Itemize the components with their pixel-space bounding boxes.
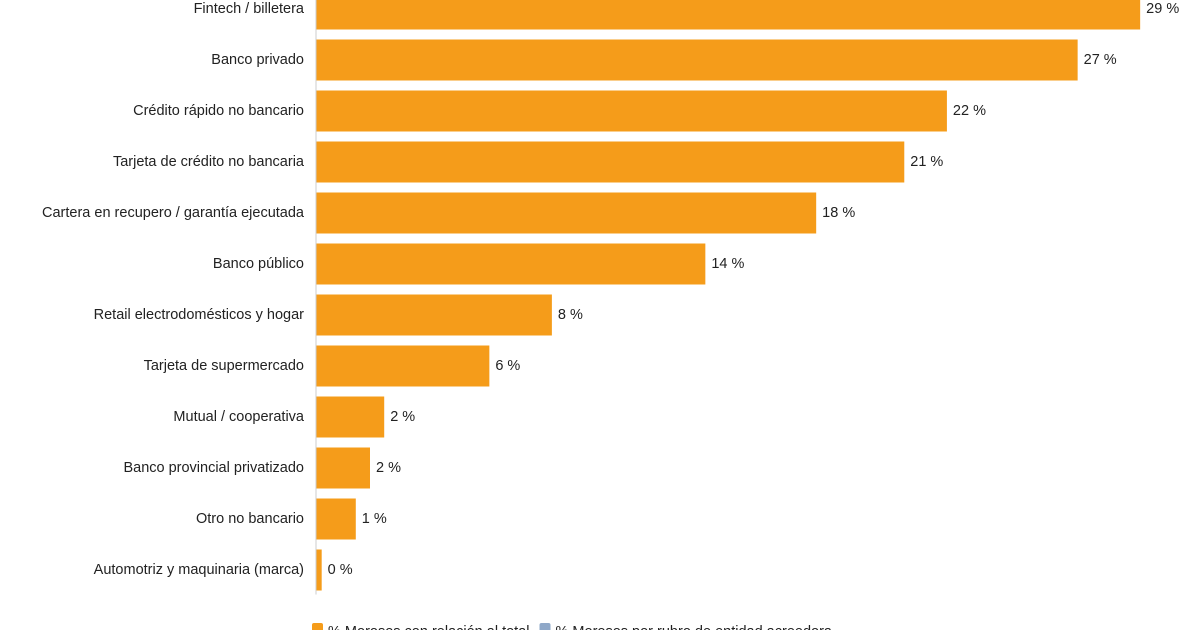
bar (316, 549, 322, 591)
bar (316, 90, 947, 132)
bar (316, 243, 706, 285)
legend-label: % Morosos por rubro de entidad acreedora (556, 624, 833, 630)
data-label: 27 % (1084, 52, 1117, 68)
y-tick-label: Banco público (213, 256, 304, 272)
data-label: 2 % (390, 409, 415, 425)
bar (316, 396, 385, 438)
data-label: 8 % (558, 307, 583, 323)
y-tick-label: Mutual / cooperativa (173, 409, 305, 425)
data-label: 2 % (376, 460, 401, 476)
data-label: 22 % (953, 103, 986, 119)
data-label: 18 % (822, 205, 855, 221)
bar (316, 294, 552, 336)
y-tick-label: Cartera en recupero / garantía ejecutada (42, 205, 305, 221)
bar (316, 141, 905, 183)
y-tick-label: Banco provincial privatizado (123, 460, 304, 476)
data-label: 14 % (711, 256, 744, 272)
legend-swatch (312, 623, 323, 630)
bar (316, 0, 1141, 30)
bar (316, 39, 1078, 81)
data-label: 29 % (1146, 1, 1179, 17)
y-tick-label: Crédito rápido no bancario (133, 103, 304, 119)
bar (316, 345, 490, 387)
y-tick-label: Tarjeta de crédito no bancaria (113, 154, 305, 170)
y-tick-label: Tarjeta de supermercado (144, 358, 304, 374)
data-label: 0 % (328, 562, 353, 578)
data-label: 21 % (910, 154, 943, 170)
y-tick-label: Retail electrodomésticos y hogar (94, 307, 305, 323)
y-tick-label: Banco privado (211, 52, 304, 68)
y-tick-label: Fintech / billetera (194, 1, 305, 17)
bar (316, 192, 817, 234)
bar (316, 498, 356, 540)
y-tick-label: Automotriz y maquinaria (marca) (94, 562, 304, 578)
legend-swatch (539, 623, 551, 630)
legend-label: % Morosos con relación al total (328, 624, 530, 630)
data-label: 1 % (362, 511, 387, 527)
data-label: 6 % (495, 358, 520, 374)
bar (316, 447, 370, 489)
y-tick-label: Otro no bancario (196, 511, 304, 527)
